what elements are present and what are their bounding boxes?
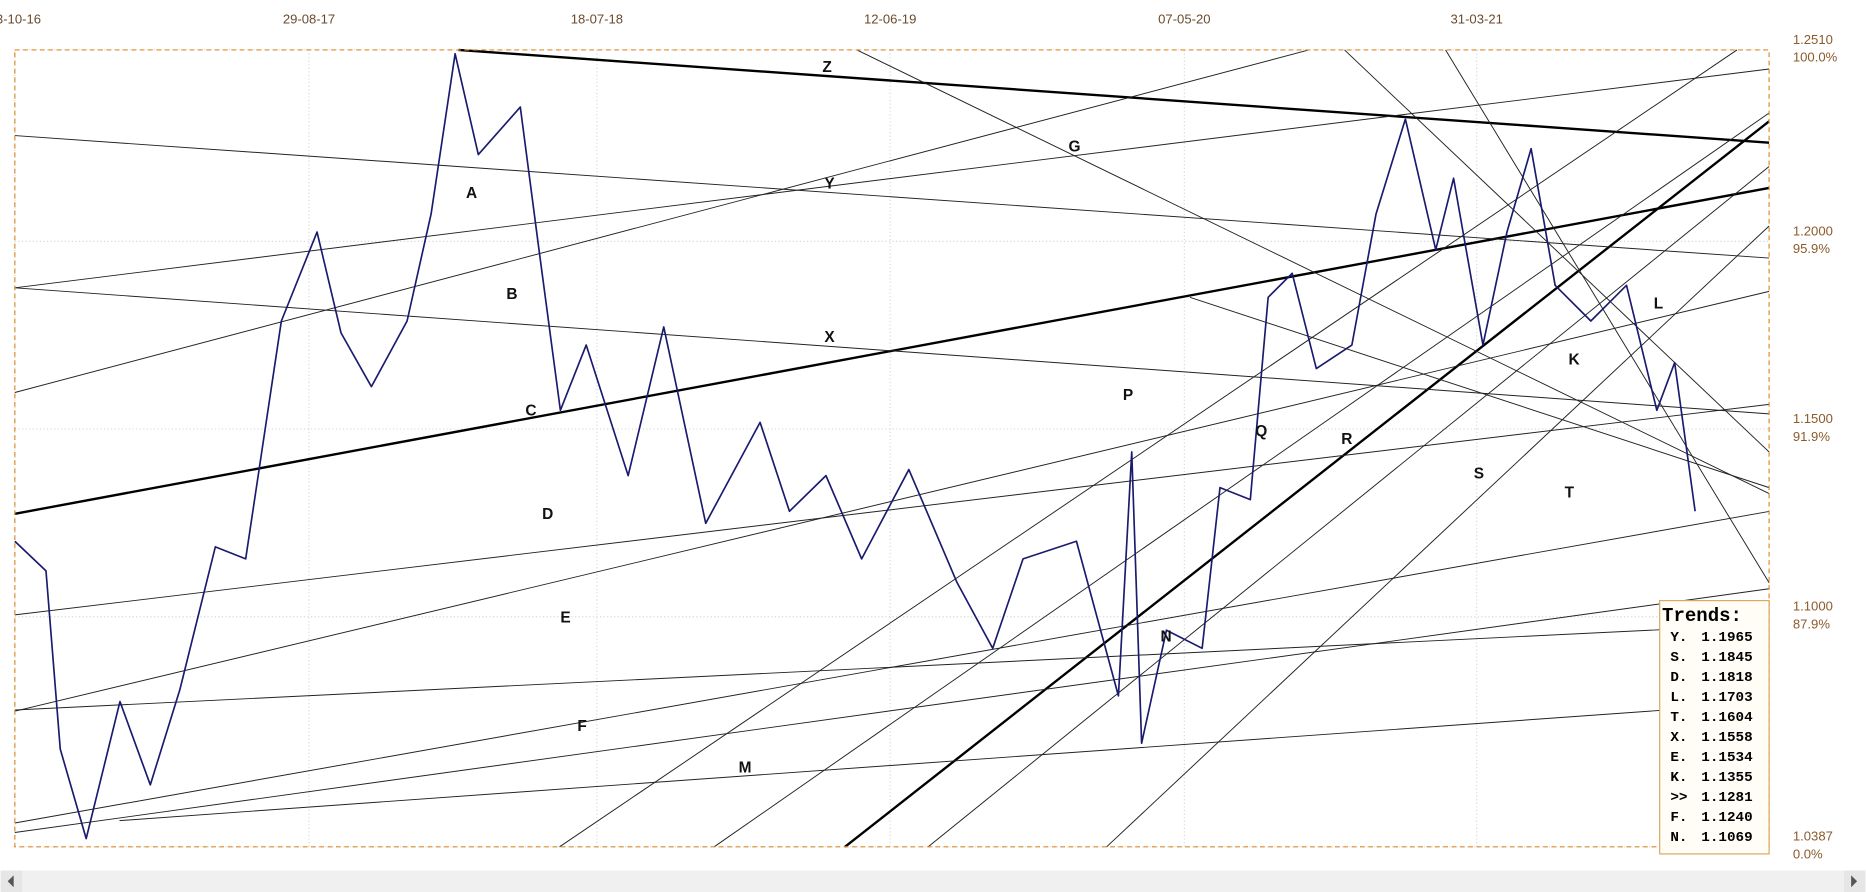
trend-row-value: 1.1558 xyxy=(1701,730,1752,746)
trend-row-label: D. xyxy=(1670,670,1687,686)
trend-label: N xyxy=(1161,629,1172,646)
trend-line xyxy=(1189,296,1770,489)
trend-row-value: 1.1534 xyxy=(1701,750,1753,766)
y-tick-percent-label: 91.9% xyxy=(1793,429,1830,444)
trend-line xyxy=(14,49,1309,393)
x-tick-label: 12-06-19 xyxy=(864,12,916,27)
trend-row-value: 1.1703 xyxy=(1701,690,1752,706)
trend-line xyxy=(14,403,1770,616)
series xyxy=(14,52,1696,840)
trend-row-value: 1.1604 xyxy=(1701,710,1753,726)
scroll-right-arrow xyxy=(1851,875,1858,888)
trend-line xyxy=(119,709,1666,822)
trend-label: Q xyxy=(1255,423,1267,440)
trend-label: K xyxy=(1568,351,1580,368)
trend-row-value: 1.1240 xyxy=(1701,810,1752,826)
x-tick-label: 03-10-16 xyxy=(0,12,41,27)
trend-line xyxy=(559,49,1738,848)
trend-row-label: E. xyxy=(1670,750,1687,766)
x-tick-label: 18-07-18 xyxy=(571,12,623,27)
trend-row-label: N. xyxy=(1670,830,1687,846)
trend-row-value: 1.1069 xyxy=(1701,830,1752,846)
trend-row-value: 1.1818 xyxy=(1701,670,1752,686)
trend-line xyxy=(14,588,1770,834)
trend-row-value: 1.1355 xyxy=(1701,770,1752,786)
trend-line xyxy=(1445,49,1770,584)
trend-line xyxy=(14,287,1770,415)
x-tick-label: 31-03-21 xyxy=(1451,12,1503,27)
y-tick-percent-label: 100.0% xyxy=(1793,50,1838,65)
trend-row-label: K. xyxy=(1670,770,1687,786)
trend-label: S xyxy=(1474,466,1484,483)
trends-title: Trends: xyxy=(1662,605,1742,627)
trend-row-label: >> xyxy=(1670,790,1687,806)
x-tick-label: 29-08-17 xyxy=(283,12,335,27)
trend-row-value: 1.1281 xyxy=(1701,790,1752,806)
trend-label: C xyxy=(525,403,536,420)
trend-label: F xyxy=(577,718,586,735)
price-line xyxy=(14,52,1696,840)
labels: 03-10-16 29-08-17 18-07-18 12-06-19 07-05-20… xyxy=(0,12,1838,862)
y-tick-label: 1.2510 xyxy=(1793,32,1833,47)
trend-label: R xyxy=(1341,431,1352,448)
trends-box-frame xyxy=(1659,600,1770,855)
trend-label: Z xyxy=(822,59,831,76)
trend-line xyxy=(856,49,1770,495)
trend-label: A xyxy=(466,185,477,202)
trend-row-value: 1.1845 xyxy=(1701,650,1752,666)
trend-line xyxy=(927,166,1770,848)
trend-row-label: Y. xyxy=(1670,630,1687,646)
trend-line xyxy=(713,112,1770,848)
scrollbar-track xyxy=(0,870,1866,892)
trends-box: Trends: Y. 1.1965 S. 1.1845 D. 1.1818 L. 1.1703 T… xyxy=(1659,600,1770,855)
trend-label: L xyxy=(1654,296,1663,313)
trend-line xyxy=(14,135,1770,259)
trend-label: D xyxy=(542,506,553,523)
trend-row-label: L. xyxy=(1670,690,1687,706)
trend-label: G xyxy=(1069,139,1081,156)
trend-label: B xyxy=(506,286,517,303)
y-tick-label: 1.1500 xyxy=(1793,411,1833,426)
trend-label: P xyxy=(1123,387,1133,404)
trend-row-value: 1.1965 xyxy=(1701,630,1752,646)
trend-row-label: S. xyxy=(1670,650,1687,666)
y-tick-percent-label: 0.0% xyxy=(1793,847,1823,862)
trend-line xyxy=(1106,225,1770,848)
trend-line xyxy=(14,68,1770,289)
trend-label: M xyxy=(739,759,752,776)
trend-line xyxy=(1344,49,1770,453)
trend-line xyxy=(458,48,1770,144)
trend-label: Y xyxy=(824,175,835,192)
scrollbar[interactable] xyxy=(0,870,1866,892)
trend-label: E xyxy=(560,610,570,627)
trend-line xyxy=(14,623,1770,711)
y-tick-percent-label: 87.9% xyxy=(1793,616,1830,631)
y-tick-label: 1.0387 xyxy=(1793,829,1833,844)
scroll-left-arrow xyxy=(7,875,14,888)
y-tick-label: 1.2000 xyxy=(1793,223,1833,238)
trend-label: X xyxy=(824,329,835,346)
y-tick-label: 1.1000 xyxy=(1793,599,1833,614)
y-tick-percent-label: 95.9% xyxy=(1793,241,1830,256)
trend-row-label: X. xyxy=(1670,730,1687,746)
plot-border xyxy=(14,49,1770,848)
trend-line xyxy=(844,120,1770,848)
x-tick-label: 07-05-20 xyxy=(1158,12,1210,27)
trend-row-label: F. xyxy=(1670,810,1687,826)
trend-row-label: T. xyxy=(1670,710,1687,726)
trend-label: T xyxy=(1565,485,1575,502)
